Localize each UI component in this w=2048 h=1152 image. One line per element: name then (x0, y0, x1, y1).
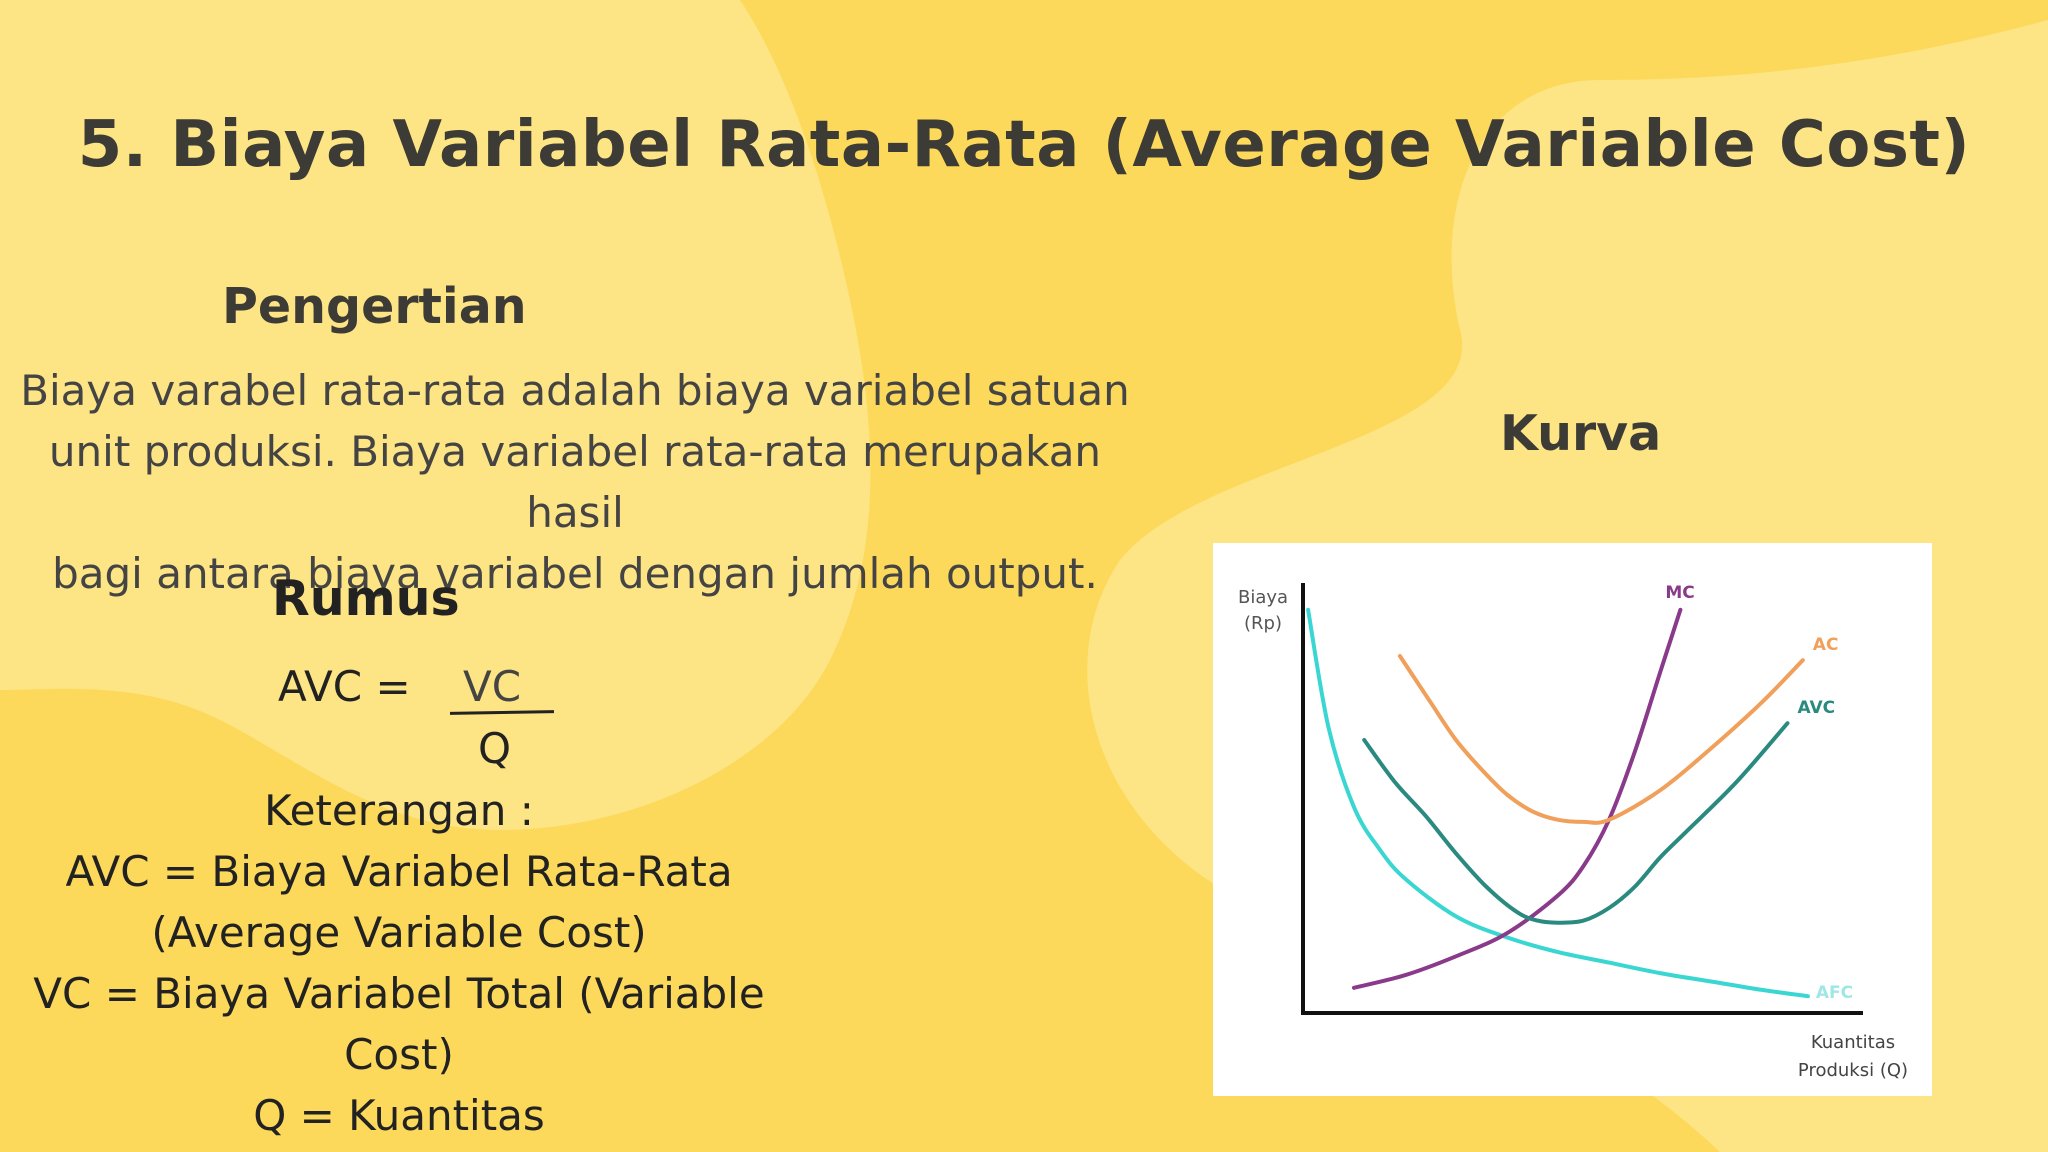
definition-text: Biaya varabel rata-rata adalah biaya var… (0, 360, 1150, 604)
y-axis-label: Biaya (1238, 587, 1288, 608)
series-label-afc: AFC (1816, 983, 1853, 1003)
slide-title: 5. Biaya Variabel Rata-Rata (Average Var… (77, 108, 1971, 182)
formula-denominator: Q (478, 724, 512, 773)
formula-heading: Rumus (272, 570, 460, 627)
notes-block: Keterangan : AVC = Biaya Variabel Rata-R… (0, 780, 798, 1146)
series-label-mc: MC (1665, 583, 1694, 603)
chart-canvas: Biaya (Rp) Kuantitas Produksi (Q) AFC MC AC AVC (1238, 583, 1908, 1081)
notes-heading: Keterangan : (264, 786, 534, 835)
definition-heading: Pengertian (222, 278, 527, 335)
series-label-avc: AVC (1798, 698, 1836, 718)
notes-line: (Average Variable Cost) (151, 908, 647, 957)
series-line-avc (1362, 721, 1790, 925)
series-line-mc (1352, 607, 1683, 990)
notes-line: AVC = Biaya Variabel Rata-Rata (65, 847, 733, 896)
series-line-afc (1306, 607, 1810, 999)
curve-heading: Kurva (1500, 405, 1662, 462)
notes-line: Cost) (344, 1030, 454, 1079)
definition-line: Biaya varabel rata-rata adalah biaya var… (20, 366, 1130, 415)
y-axis-label: (Rp) (1244, 613, 1282, 634)
formula-numerator: VC (463, 662, 522, 711)
x-axis-label: Produksi (Q) (1798, 1060, 1908, 1081)
notes-line: VC = Biaya Variabel Total (Variable (33, 969, 765, 1018)
series-label-ac: AC (1813, 635, 1839, 655)
x-axis-label: Kuantitas (1811, 1032, 1895, 1053)
series-line-ac (1397, 654, 1805, 825)
cost-curve-chart: Biaya (Rp) Kuantitas Produksi (Q) AFC MC AC AVC (1213, 543, 1932, 1096)
definition-line: bagi antara biaya variabel dengan jumlah… (52, 549, 1098, 598)
notes-line: Q = Kuantitas (253, 1091, 545, 1140)
formula-lhs: AVC = (278, 662, 411, 711)
definition-line: unit produksi. Biaya variabel rata-rata … (48, 427, 1102, 537)
